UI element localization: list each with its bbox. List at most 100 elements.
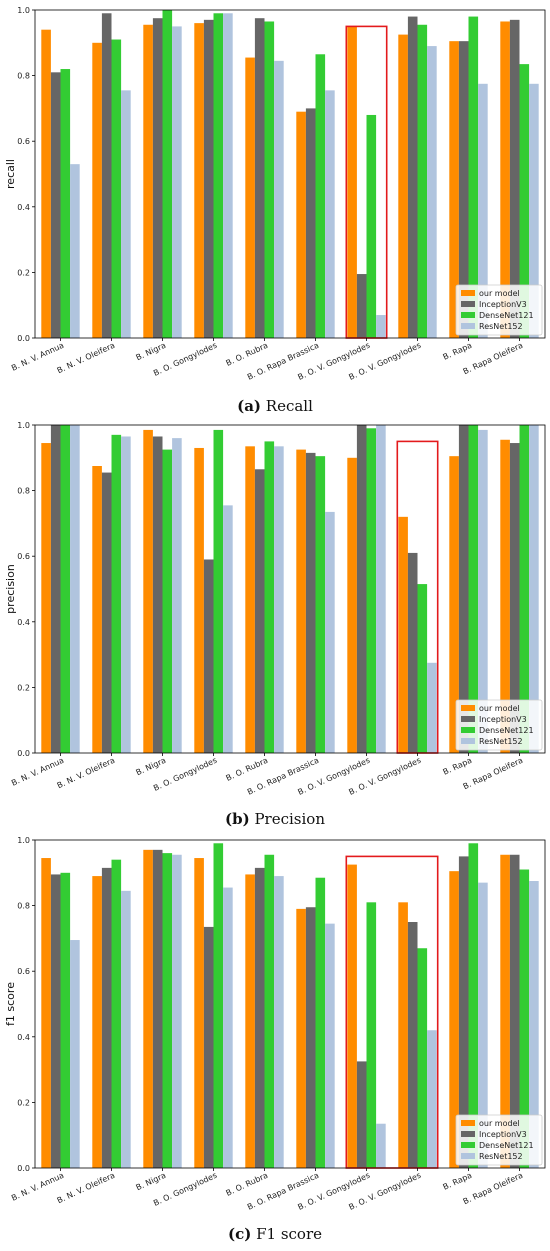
f1-score-xtick-label: B. N. V. Oleifera: [56, 1171, 117, 1206]
precision-bar: [529, 425, 539, 753]
precision-ytick-label: 1.0: [17, 421, 30, 430]
f1-score-legend-swatch: [461, 1120, 475, 1126]
precision-xtick-label: B. N. V. Oleifera: [56, 756, 117, 791]
recall-legend-label: our model: [479, 289, 520, 298]
recall-legend-swatch: [461, 290, 475, 296]
precision-bar: [296, 449, 306, 753]
recall-bar: [41, 29, 51, 339]
f1-score-bar: [60, 872, 71, 1168]
recall-bar: [143, 24, 153, 338]
precision-bar: [121, 436, 131, 753]
f1-score-bar: [519, 869, 530, 1168]
f1-score-bars: [41, 843, 539, 1168]
f1-score-bar: [449, 871, 459, 1168]
precision-ytick-label: 0.0: [17, 749, 30, 758]
precision-bar: [213, 429, 224, 753]
recall-bar: [245, 57, 255, 339]
recall-bar: [509, 19, 520, 339]
recall-bar: [70, 164, 80, 338]
recall-legend: our model InceptionV3 DenseNet121 ResNet152: [455, 284, 543, 336]
f1-score-bar: [509, 854, 520, 1168]
recall-bar: [50, 72, 61, 338]
recall-ytick-label: 1.0: [17, 6, 30, 15]
precision-bar: [41, 443, 51, 753]
f1-score-bar: [315, 877, 326, 1168]
f1-score-bar: [152, 849, 163, 1168]
precision-bar: [427, 662, 437, 753]
f1-score-bar: [203, 926, 214, 1168]
f1-score-bar: [101, 867, 112, 1168]
f1-score-bar: [305, 907, 316, 1168]
recall-legend-swatch: [461, 323, 475, 329]
recall-bar: [417, 24, 428, 338]
recall-bar: [305, 108, 316, 339]
f1-score-legend-label: ResNet152: [479, 1152, 523, 1161]
f1-score-bar: [417, 948, 428, 1168]
f1-score-ytick-label: 0.8: [17, 902, 30, 911]
precision-ytick-label: 0.6: [17, 552, 30, 561]
f1-score-bar: [121, 890, 131, 1168]
precision-bar: [468, 425, 479, 753]
precision-bar: [366, 428, 377, 753]
recall-bar: [213, 13, 224, 339]
f1-score-bar: [398, 902, 408, 1168]
recall-bar: [376, 315, 386, 338]
precision-axes-frame: [34, 424, 546, 754]
f1-score-legend-label: DenseNet121: [479, 1141, 534, 1150]
precision-bar: [376, 425, 386, 753]
recall-ylabel: recall: [4, 159, 17, 189]
precision-bar: [356, 425, 367, 753]
recall-legend-label: ResNet152: [479, 322, 523, 331]
recall-bar: [478, 83, 488, 338]
precision-bars: [41, 425, 539, 753]
precision-bar: [101, 472, 112, 753]
precision-bar: [407, 552, 418, 753]
f1-score-bar: [254, 867, 265, 1168]
f1-score-bar: [245, 874, 255, 1168]
f1-score-bar: [50, 874, 61, 1168]
recall-ytick-label: 0.8: [17, 72, 30, 81]
f1-score-bar: [213, 843, 224, 1168]
f1-score-caption: (c) F1 score: [0, 1225, 550, 1243]
recall-bar: [325, 90, 335, 338]
recall-legend-label: DenseNet121: [479, 311, 534, 320]
precision-bar: [519, 425, 530, 753]
recall-bar: [427, 46, 437, 338]
recall-bar: [152, 18, 163, 338]
precision-legend-swatch: [461, 705, 475, 711]
precision-bar: [111, 434, 122, 753]
recall-legend-swatch: [461, 312, 475, 318]
precision-bar: [500, 439, 510, 753]
recall-caption: (a) Recall: [0, 397, 550, 415]
f1-score-legend-swatch: [461, 1153, 475, 1159]
recall-bar: [519, 64, 530, 339]
f1-score-legend: our model InceptionV3 DenseNet121 ResNet152: [455, 1114, 543, 1166]
f1-score-bar: [407, 922, 418, 1168]
recall-bar: [407, 16, 418, 339]
precision-bar: [449, 456, 459, 753]
f1-score-bar: [296, 908, 306, 1168]
precision-bar: [315, 456, 326, 753]
recall-bar: [398, 34, 408, 338]
recall-bar: [111, 39, 122, 339]
f1-score-bar: [366, 902, 377, 1168]
f1-score-bar: [172, 854, 182, 1168]
recall-legend-box: [455, 284, 543, 336]
precision-legend-box: [455, 699, 543, 751]
f1-score-legend-box: [455, 1114, 543, 1166]
recall-bar: [356, 274, 367, 338]
recall-caption-letter: (a): [237, 397, 262, 415]
recall-bar: [468, 16, 479, 339]
f1-score-bar: [376, 1123, 386, 1168]
recall-xtick-label: B. Nigra: [134, 341, 167, 363]
precision-bar: [254, 469, 265, 753]
f1-score-caption-letter: (c): [227, 1225, 252, 1243]
f1-score-ytick-label: 1.0: [17, 836, 30, 845]
recall-bars: [41, 10, 539, 339]
f1-score-bar: [92, 876, 102, 1168]
f1-score-bar: [274, 876, 284, 1168]
recall-bar: [254, 18, 265, 338]
f1-score-bar: [500, 854, 510, 1168]
recall-caption-text: Recall: [265, 397, 313, 415]
